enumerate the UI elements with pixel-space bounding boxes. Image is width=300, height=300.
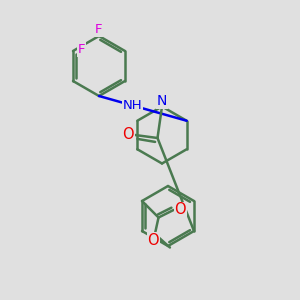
Text: F: F	[95, 23, 103, 36]
Text: NH: NH	[122, 99, 142, 112]
Text: F: F	[78, 43, 85, 56]
Text: O: O	[123, 127, 134, 142]
Text: N: N	[157, 94, 167, 108]
Text: O: O	[174, 202, 186, 217]
Text: O: O	[148, 233, 159, 248]
